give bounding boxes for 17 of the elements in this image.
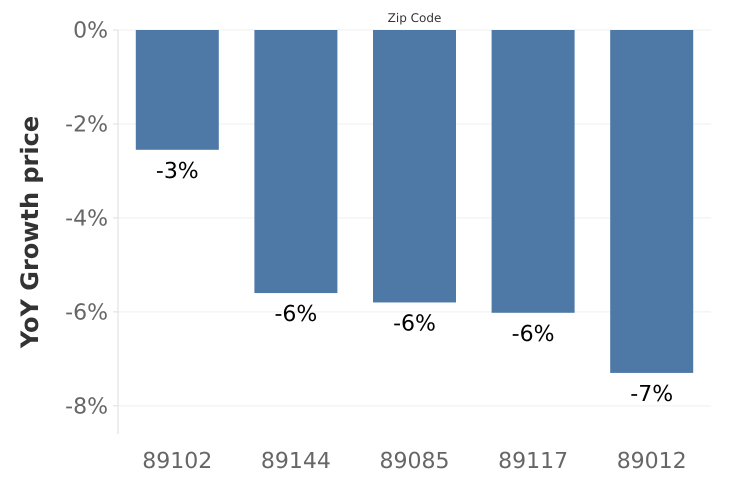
- data-label: -6%: [512, 322, 555, 347]
- y-tick-label: -8%: [65, 394, 108, 420]
- data-label: -6%: [274, 302, 318, 328]
- y-tick-label: -6%: [65, 300, 108, 326]
- y-tick-label: -2%: [65, 112, 108, 138]
- data-label: -6%: [393, 311, 436, 336]
- y-tick-label: 0%: [73, 18, 108, 44]
- x-tick-label: 89085: [380, 449, 450, 474]
- data-label: -3%: [156, 158, 199, 184]
- data-label: -7%: [630, 382, 674, 407]
- x-axis-title: Zip Code: [388, 11, 442, 25]
- x-tick-label: 89144: [260, 449, 331, 474]
- y-axis-title: YoY Growth price: [16, 116, 44, 350]
- x-tick-label: 89117: [498, 449, 568, 474]
- x-tick-label: 89012: [616, 449, 687, 474]
- x-tick-label: 89102: [142, 449, 212, 474]
- y-tick-label: -4%: [65, 206, 108, 232]
